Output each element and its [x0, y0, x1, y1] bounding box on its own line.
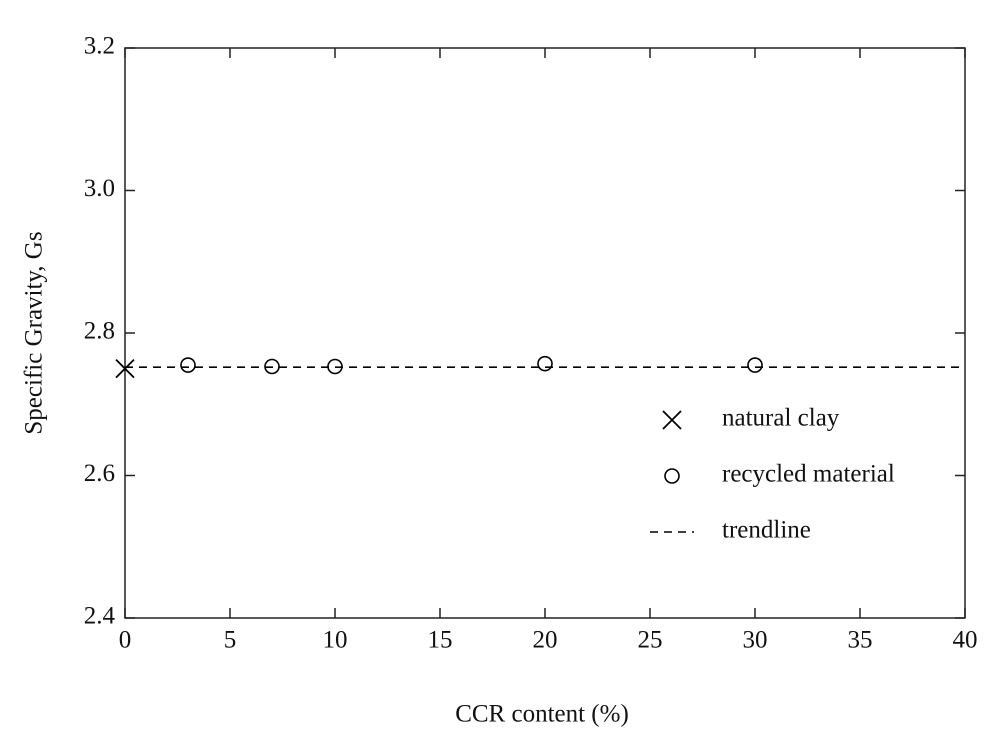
x-tick-label: 35	[848, 627, 873, 654]
x-tick-label: 15	[428, 627, 453, 654]
y-tick-label: 3.2	[84, 33, 115, 60]
cross-marker	[115, 358, 135, 379]
y-tick-label: 2.4	[84, 603, 116, 630]
y-tick-label: 2.8	[84, 318, 115, 345]
y-tick-label: 2.6	[84, 460, 115, 487]
x-tick-label: 10	[323, 627, 348, 654]
cross-marker	[662, 410, 682, 430]
circle-marker	[537, 355, 553, 372]
plot-frame	[124, 47, 966, 619]
circle-marker	[747, 357, 763, 373]
x-tick-label: 20	[533, 627, 558, 654]
x-tick-label: 40	[953, 627, 978, 654]
x-tick-label: 30	[743, 627, 768, 654]
x-tick-label: 5	[224, 627, 237, 654]
circle-marker	[664, 468, 680, 484]
circle-marker	[180, 357, 196, 373]
x-tick-label: 25	[638, 627, 663, 654]
x-tick-label: 0	[119, 627, 132, 654]
legend-label: natural clay	[722, 405, 840, 432]
x-axis-label: CCR content (%)	[455, 701, 629, 728]
legend-label: recycled material	[722, 461, 895, 488]
y-axis-label: Specific Gravity, Gs	[21, 231, 48, 434]
y-tick-label: 3.0	[84, 175, 115, 202]
legend-label: trendline	[722, 517, 811, 544]
